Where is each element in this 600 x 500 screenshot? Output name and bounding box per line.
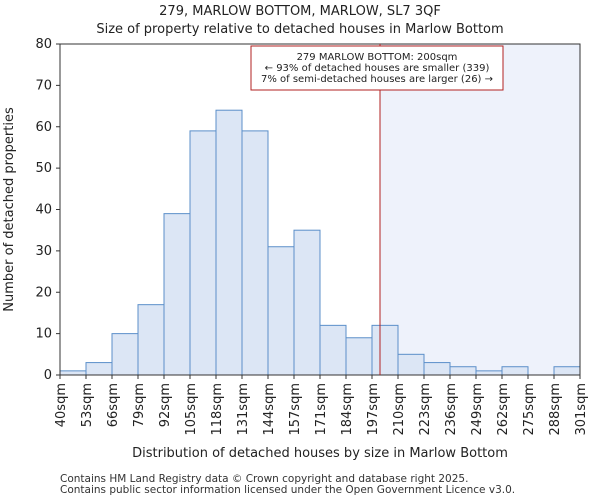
chart-title: 279, MARLOW BOTTOM, MARLOW, SL7 3QF [159,4,441,19]
bar-210sqm [397,353,425,376]
x-tick-label-40sqm: 40sqm [54,383,69,427]
x-tick-label-210sqm: 210sqm [392,383,407,436]
x-tick-label-275sqm: 275sqm [522,383,537,436]
y-tick-label-20: 20 [35,285,52,300]
y-tick-label-60: 60 [35,120,52,135]
x-tick-label-171sqm: 171sqm [314,383,329,436]
x-tick-label-262sqm: 262sqm [496,383,511,436]
bar-144sqm [267,246,295,376]
x-tick-label-249sqm: 249sqm [470,383,485,436]
annotation-box [250,45,504,91]
bar-184sqm [345,337,373,376]
x-tick-label-301sqm: 301sqm [574,383,589,436]
x-tick-label-118sqm: 118sqm [210,383,225,436]
bar-236sqm [449,366,477,376]
y-tick-label-80: 80 [35,37,52,52]
y-tick-label-30: 30 [35,244,52,259]
x-tick-label-184sqm: 184sqm [340,383,355,436]
bar-40sqm [59,370,87,376]
annotation-line-2: ← 93% of detached houses are smaller (33… [265,63,490,74]
y-tick-label-70: 70 [35,78,52,93]
bar-171sqm [319,324,347,376]
x-tick-label-92sqm: 92sqm [158,383,173,427]
bar-131sqm [241,130,269,376]
y-tick-label-40: 40 [35,203,52,218]
bar-105sqm [189,130,217,376]
bar-53sqm [85,362,113,376]
x-tick-label-197sqm: 197sqm [366,383,381,436]
bar-157sqm [293,229,321,376]
x-tick-label-53sqm: 53sqm [80,383,95,427]
annotation-line-1: 279 MARLOW BOTTOM: 200sqm [297,52,458,63]
y-axis-label: Number of detached properties [2,107,17,312]
x-tick-label-157sqm: 157sqm [288,383,303,436]
y-tick-label-0: 0 [44,368,52,383]
x-tick-label-66sqm: 66sqm [106,383,121,427]
x-axis-label: Distribution of detached houses by size … [132,446,508,461]
x-tick-label-79sqm: 79sqm [132,383,147,427]
bar-79sqm [137,304,165,376]
y-tick-label-50: 50 [35,161,52,176]
bar-288sqm [553,366,581,376]
x-tick-label-131sqm: 131sqm [236,383,251,436]
annotation-line-3: 7% of semi-detached houses are larger (2… [261,74,493,85]
footer-line-2: Contains public sector information licen… [60,484,516,496]
bar-118sqm [215,109,243,376]
x-tick-label-144sqm: 144sqm [262,383,277,436]
x-tick-label-288sqm: 288sqm [548,383,563,436]
bar-92sqm [163,213,191,376]
bar-223sqm [423,362,451,376]
footer-line-1: Contains HM Land Registry data © Crown c… [60,473,469,485]
bar-66sqm [111,333,139,376]
bar-262sqm [501,366,529,376]
highlight-region [380,44,580,375]
y-tick-label-10: 10 [35,327,52,342]
bar-249sqm [475,370,503,376]
x-tick-label-236sqm: 236sqm [444,383,459,436]
bar-197sqm [371,324,399,376]
x-tick-label-105sqm: 105sqm [184,383,199,436]
chart-subtitle: Size of property relative to detached ho… [96,22,504,37]
x-tick-label-223sqm: 223sqm [418,383,433,436]
